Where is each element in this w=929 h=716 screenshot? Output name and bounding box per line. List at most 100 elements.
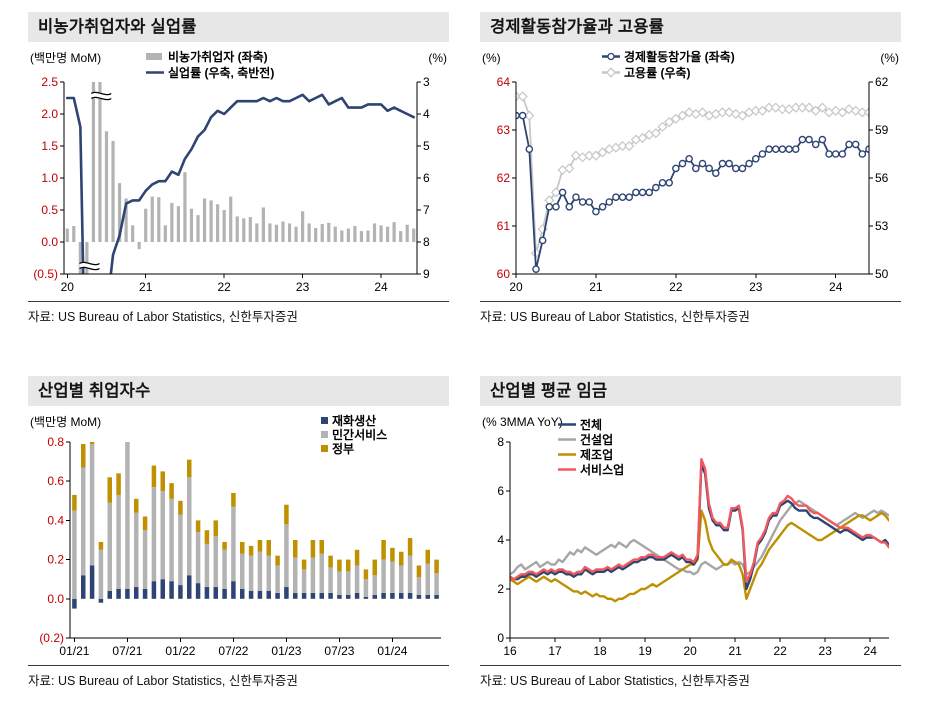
svg-text:56: 56 <box>875 171 889 185</box>
svg-text:9: 9 <box>423 267 430 281</box>
svg-text:20: 20 <box>61 280 75 294</box>
svg-text:1.5: 1.5 <box>41 139 58 153</box>
svg-text:(0.2): (0.2) <box>39 631 64 645</box>
svg-text:(0.5): (0.5) <box>33 267 58 281</box>
series-line <box>65 93 416 274</box>
svg-text:6: 6 <box>423 171 430 185</box>
svg-text:24: 24 <box>829 280 843 294</box>
svg-text:전체: 전체 <box>580 417 602 432</box>
svg-text:건설업: 건설업 <box>580 432 613 447</box>
series-재화생산 <box>72 565 439 609</box>
svg-text:0: 0 <box>497 631 504 645</box>
series-line <box>510 457 889 583</box>
svg-text:경제활동참가율 (좌축): 경제활동참가율 (좌축) <box>624 49 735 64</box>
chart-employment-by-industry: 0.8 0.6 0.4 0.2 0.0 (0.2) 01/21 07/21 01/22 07/22… <box>28 412 449 664</box>
svg-text:01/21: 01/21 <box>59 644 89 658</box>
svg-text:21: 21 <box>139 280 153 294</box>
svg-text:정부: 정부 <box>332 441 354 456</box>
series-markers <box>516 111 869 273</box>
axis-break-icon <box>90 91 112 101</box>
svg-text:2: 2 <box>497 582 504 596</box>
svg-text:실업률 (우축, 축반전): 실업률 (우축, 축반전) <box>168 65 274 80</box>
svg-text:50: 50 <box>875 267 889 281</box>
svg-text:6: 6 <box>497 484 504 498</box>
svg-text:(% 3MMA YoY): (% 3MMA YoY) <box>482 415 563 429</box>
source-note: 자료: US Bureau of Labor Statistics, 신한투자증… <box>28 301 449 325</box>
svg-text:4: 4 <box>497 533 504 547</box>
svg-text:0.5: 0.5 <box>41 203 58 217</box>
legend: 경제활동참가율 (좌축)고용률 (우축) <box>602 49 735 80</box>
svg-text:59: 59 <box>875 123 889 137</box>
svg-text:22: 22 <box>669 280 683 294</box>
svg-text:24: 24 <box>374 280 388 294</box>
axis-break-icon <box>79 261 100 271</box>
svg-text:23: 23 <box>749 280 763 294</box>
svg-text:제조업: 제조업 <box>580 448 613 462</box>
chart-canvas: 64 63 62 61 60 62 59 56 53 50 20 21 22 23 24 (%) (%) 경제활동… <box>482 49 899 294</box>
svg-text:07/21: 07/21 <box>112 644 142 658</box>
svg-text:민간서비스: 민간서비스 <box>332 427 387 442</box>
source-note: 자료: US Bureau of Labor Statistics, 신한투자증… <box>28 665 449 689</box>
svg-text:61: 61 <box>497 219 511 233</box>
svg-text:19: 19 <box>638 644 652 658</box>
svg-text:(백만명 MoM): (백만명 MoM) <box>30 415 101 429</box>
svg-text:23: 23 <box>819 644 833 658</box>
svg-text:3: 3 <box>423 75 430 89</box>
svg-text:5: 5 <box>423 139 430 153</box>
panel-employment-by-industry: 산업별 취업자수 0.8 0.6 0.4 0.2 0.0 (0.2) 01/21 07/21 0… <box>28 376 449 689</box>
svg-text:1.0: 1.0 <box>41 171 58 185</box>
plot-area <box>510 457 889 603</box>
svg-text:07/22: 07/22 <box>218 644 248 658</box>
series-bars <box>65 82 416 274</box>
panel-title: 산업별 평균 임금 <box>480 376 901 406</box>
svg-text:2.0: 2.0 <box>41 107 58 121</box>
svg-text:18: 18 <box>593 644 607 658</box>
svg-text:7: 7 <box>423 203 430 217</box>
chart-average-wages-by-industry: 8 6 4 2 0 16 17 18 19 20 21 22 23 24 (% 3MMA YoY) 전체 건설업… <box>480 412 901 664</box>
plot-area <box>516 91 869 273</box>
svg-text:(%): (%) <box>482 51 501 65</box>
svg-text:21: 21 <box>728 644 742 658</box>
svg-text:20: 20 <box>509 280 523 294</box>
svg-text:60: 60 <box>497 267 511 281</box>
svg-text:22: 22 <box>773 644 787 658</box>
chart-canvas: 2.5 2.0 1.5 1.0 0.5 0.0 (0.5) 3 4 5 6 7 8 9 20 21 22 23 24… <box>30 49 447 294</box>
svg-text:21: 21 <box>589 280 603 294</box>
source-note: 자료: US Bureau of Labor Statistics, 신한투자증… <box>480 301 901 325</box>
axes: 2.5 2.0 1.5 1.0 0.5 0.0 (0.5) 3 4 5 6 7 8 9 20 21 22 23 24 <box>33 75 430 294</box>
svg-text:0.0: 0.0 <box>41 235 58 249</box>
svg-text:62: 62 <box>875 75 889 89</box>
svg-text:0.8: 0.8 <box>47 435 64 449</box>
svg-text:0.4: 0.4 <box>47 513 64 527</box>
svg-text:0.0: 0.0 <box>47 592 64 606</box>
svg-text:8: 8 <box>497 435 504 449</box>
axes: 0.8 0.6 0.4 0.2 0.0 (0.2)01/21 07/21 01/22 07/22… <box>39 435 441 658</box>
svg-text:(백만명 MoM): (백만명 MoM) <box>30 51 101 65</box>
source-note: 자료: US Bureau of Labor Statistics, 신한투자증… <box>480 665 901 689</box>
svg-text:01/23: 01/23 <box>271 644 301 658</box>
svg-text:22: 22 <box>217 280 231 294</box>
svg-text:23: 23 <box>296 280 310 294</box>
panel-title: 비농가취업자와 실업률 <box>28 12 449 42</box>
panel-average-wages-by-industry: 산업별 평균 임금 8 6 4 2 0 16 17 18 19 20 21 22 23 24 (% 3MMA… <box>480 376 901 689</box>
plot-area <box>65 82 416 274</box>
svg-text:재화생산: 재화생산 <box>332 413 376 428</box>
svg-text:2.5: 2.5 <box>41 75 58 89</box>
svg-text:16: 16 <box>503 644 517 658</box>
chart-canvas: 0.8 0.6 0.4 0.2 0.0 (0.2)01/21 07/21 01/22 07/22… <box>30 413 441 658</box>
series-line <box>516 114 869 271</box>
svg-text:4: 4 <box>423 107 430 121</box>
svg-text:63: 63 <box>497 123 511 137</box>
legend: 비농가취업자 (좌축)실업률 (우축, 축반전) <box>146 49 274 80</box>
svg-text:01/22: 01/22 <box>165 644 195 658</box>
panel-title: 산업별 취업자수 <box>28 376 449 406</box>
svg-text:비농가취업자 (좌축): 비농가취업자 (좌축) <box>168 49 268 64</box>
panel-participation-employment-rate: 경제활동참가율과 고용률 64 63 62 61 60 62 59 56 53 50 20 21 22 2… <box>480 12 901 325</box>
series-markers <box>516 91 869 259</box>
series-민간서비스 <box>72 442 439 599</box>
plot-area <box>72 442 439 609</box>
panel-nonfarm-payrolls-unemployment: 비농가취업자와 실업률 2.5 2.0 1.5 1.0 0.5 0.0 (0.5) 3 4 5 6 7… <box>28 12 449 325</box>
svg-text:17: 17 <box>548 644 562 658</box>
